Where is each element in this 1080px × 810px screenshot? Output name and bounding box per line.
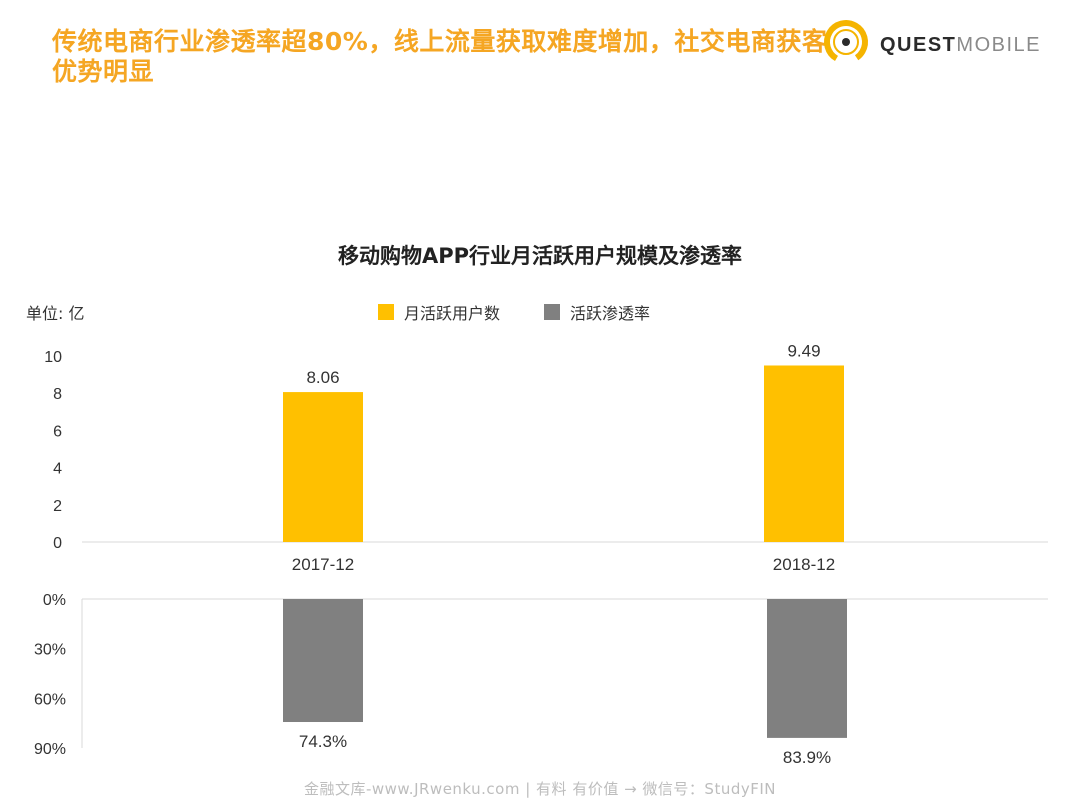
brand-wordmark: QUESTMOBILE <box>880 34 1041 57</box>
data-label-mau-0: 8.06 <box>306 368 339 387</box>
legend-item-penetration: 活跃渗透率 <box>544 300 650 324</box>
y-tick-top-0: 0 <box>53 535 62 552</box>
data-label-penetration-0: 74.3% <box>299 732 347 751</box>
chart-title: 移动购物APP行业月活跃用户规模及渗透率 <box>337 244 743 268</box>
brand-word-light: MOBILE <box>956 34 1041 56</box>
y-tick-bottom-0: 0% <box>43 592 66 609</box>
x-tick-label-0: 2017-12 <box>292 555 354 574</box>
y-tick-top-5: 10 <box>44 349 62 366</box>
bar-mau-0 <box>283 392 363 542</box>
headline: 传统电商行业渗透率超80%，线上流量获取难度增加，社交电商获客优势明显 <box>52 27 828 86</box>
bar-penetration-1 <box>767 599 847 738</box>
footer-watermark: 金融文库-www.JRwenku.com | 有料 有价值 → 微信号：Stud… <box>303 780 777 798</box>
bar-mau-1 <box>764 365 844 542</box>
y-tick-top-3: 6 <box>53 423 62 440</box>
legend-label-penetration: 活跃渗透率 <box>570 304 651 323</box>
y-tick-top-4: 8 <box>53 386 62 403</box>
y-tick-top-1: 2 <box>53 498 62 515</box>
questmobile-logo: QUESTMOBILE <box>818 18 1058 68</box>
data-label-mau-1: 9.49 <box>787 341 820 360</box>
y-tick-bottom-2: 60% <box>34 691 66 708</box>
y-tick-top-2: 4 <box>53 461 62 478</box>
data-label-penetration-1: 83.9% <box>783 748 831 767</box>
legend-item-mau: 月活跃用户数 <box>378 300 500 324</box>
questmobile-ring-icon <box>824 19 868 64</box>
bar-penetration-0 <box>283 599 363 723</box>
legend-swatch-mau <box>378 304 394 320</box>
legend-label-mau: 月活跃用户数 <box>404 304 501 323</box>
legend: 月活跃用户数 活跃渗透率 <box>378 300 650 324</box>
y-tick-bottom-3: 90% <box>34 741 66 758</box>
brand-word-bold: QUEST <box>880 34 957 56</box>
x-tick-label-1: 2018-12 <box>773 555 835 574</box>
y-tick-bottom-1: 30% <box>34 642 66 659</box>
legend-swatch-penetration <box>544 304 561 320</box>
unit-label: 单位: 亿 <box>26 304 85 323</box>
